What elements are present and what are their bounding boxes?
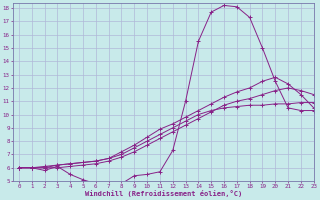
X-axis label: Windchill (Refroidissement éolien,°C): Windchill (Refroidissement éolien,°C) [84,190,242,197]
